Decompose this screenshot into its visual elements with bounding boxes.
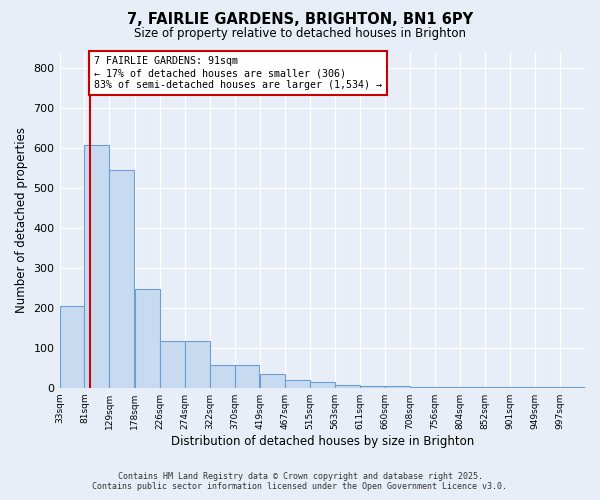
Bar <box>385 386 410 388</box>
Bar <box>335 384 359 388</box>
X-axis label: Distribution of detached houses by size in Brighton: Distribution of detached houses by size … <box>170 434 474 448</box>
Bar <box>209 364 235 388</box>
Text: 7, FAIRLIE GARDENS, BRIGHTON, BN1 6PY: 7, FAIRLIE GARDENS, BRIGHTON, BN1 6PY <box>127 12 473 28</box>
Bar <box>185 340 209 388</box>
Text: Size of property relative to detached houses in Brighton: Size of property relative to detached ho… <box>134 28 466 40</box>
Bar <box>85 145 109 388</box>
Bar <box>59 306 85 388</box>
Bar <box>535 387 560 388</box>
Bar <box>260 374 285 388</box>
Bar <box>460 387 485 388</box>
Bar <box>410 386 435 388</box>
Text: Contains HM Land Registry data © Crown copyright and database right 2025.
Contai: Contains HM Land Registry data © Crown c… <box>92 472 508 491</box>
Y-axis label: Number of detached properties: Number of detached properties <box>15 127 28 313</box>
Text: 7 FAIRLIE GARDENS: 91sqm
← 17% of detached houses are smaller (306)
83% of semi-: 7 FAIRLIE GARDENS: 91sqm ← 17% of detach… <box>94 56 382 90</box>
Bar <box>285 380 310 388</box>
Bar <box>135 288 160 388</box>
Bar <box>435 387 460 388</box>
Bar <box>310 382 335 388</box>
Bar <box>359 386 385 388</box>
Bar <box>235 364 259 388</box>
Bar <box>109 170 134 388</box>
Bar <box>160 340 185 388</box>
